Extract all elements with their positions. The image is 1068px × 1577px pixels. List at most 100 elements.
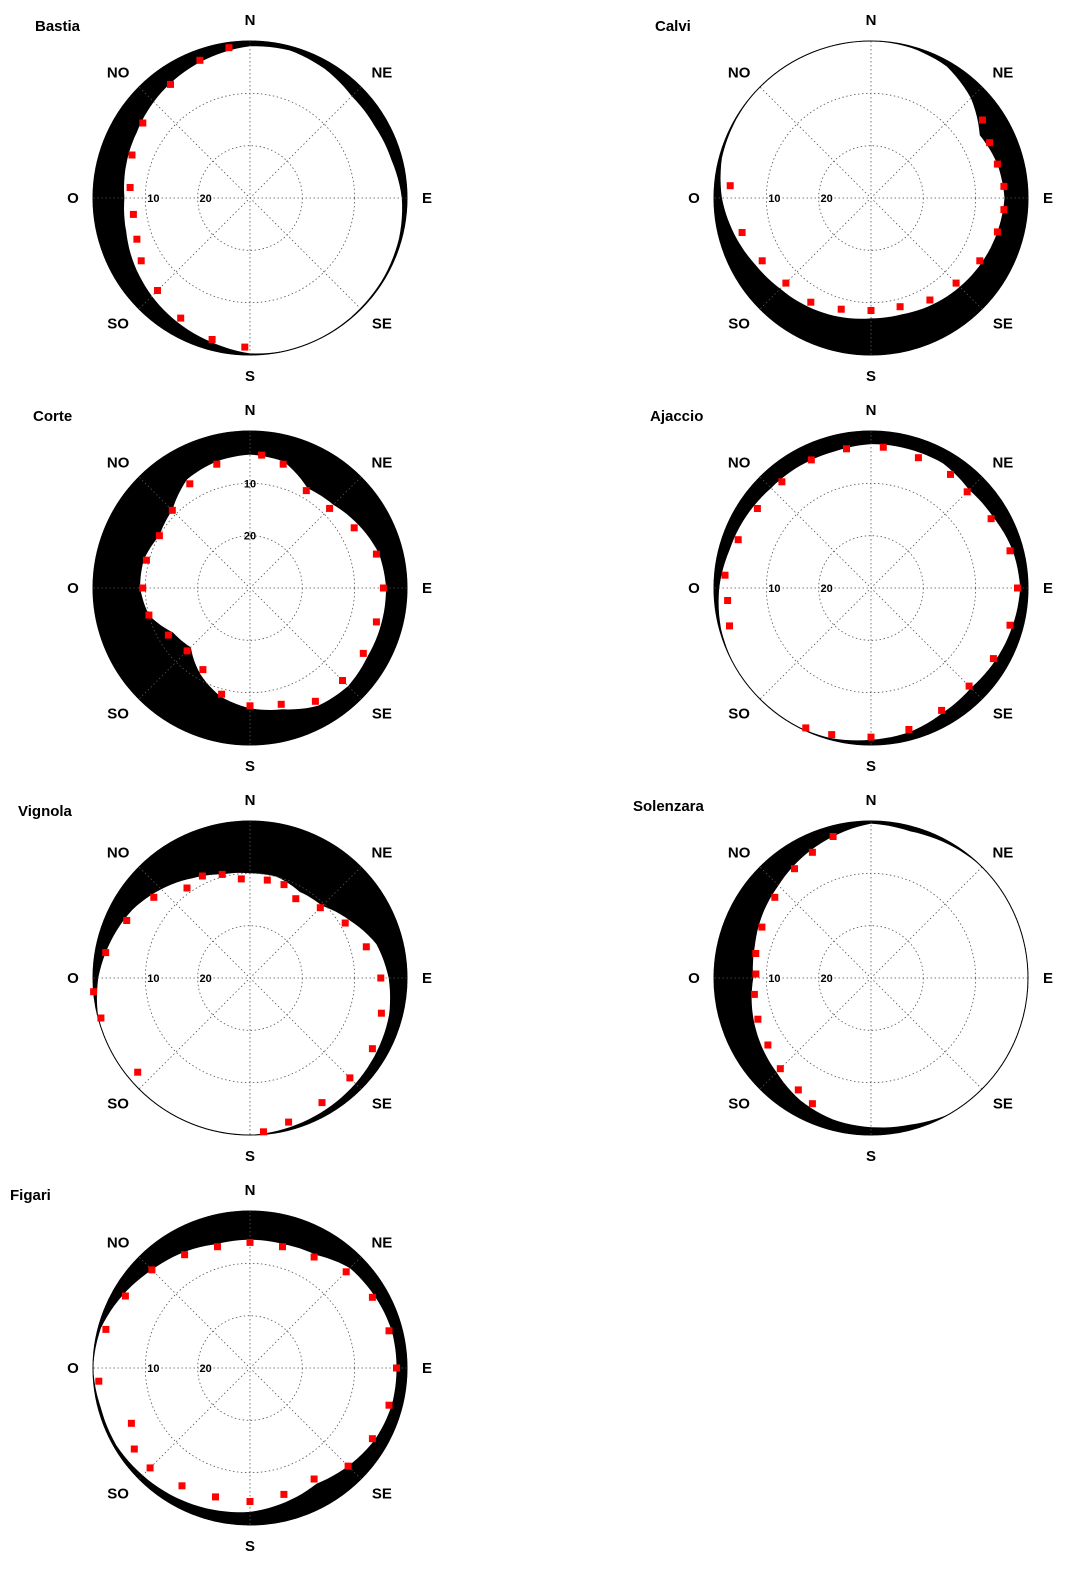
direction-label-n: N — [866, 12, 877, 29]
observed-point — [905, 726, 913, 733]
grid-spoke — [759, 476, 983, 700]
direction-label-e: E — [422, 580, 432, 597]
direction-label-o: O — [67, 580, 79, 597]
panel-title: Ajaccio — [650, 408, 703, 425]
observed-point — [993, 228, 1001, 236]
observed-point — [867, 307, 875, 314]
observed-point — [285, 1118, 293, 1126]
observed-point — [199, 666, 207, 674]
observed-point — [102, 949, 110, 957]
direction-label-e: E — [1043, 970, 1053, 987]
observed-point — [976, 257, 984, 265]
panel-title: Figari — [10, 1187, 51, 1204]
direction-label-ne: NE — [371, 64, 392, 81]
observed-point — [241, 343, 249, 351]
observed-point — [752, 950, 760, 957]
horizon-mask — [92, 821, 407, 1135]
observed-point — [127, 1419, 135, 1427]
observed-point — [753, 505, 761, 512]
direction-label-o: O — [688, 190, 700, 207]
panel-title: Bastia — [35, 18, 81, 35]
observed-point — [148, 1266, 156, 1274]
observed-point — [310, 1253, 318, 1261]
direction-label-s: S — [866, 1148, 876, 1165]
ring-label: 20 — [244, 531, 256, 543]
direction-label-o: O — [688, 580, 700, 597]
observed-point — [738, 229, 746, 236]
grid-spoke — [138, 86, 362, 310]
polar-chart-2: 10 20 N NE E SE S SO O NO Calvi — [655, 12, 1053, 385]
direction-label-e: E — [1043, 580, 1053, 597]
observed-point — [208, 336, 216, 343]
observed-point — [750, 990, 758, 998]
outer-circle — [92, 820, 408, 1136]
observed-point — [843, 445, 850, 453]
observed-point — [167, 80, 174, 88]
observed-point — [1006, 547, 1014, 555]
direction-label-n: N — [245, 1182, 256, 1199]
observed-point — [196, 56, 204, 64]
observed-point — [1014, 584, 1021, 592]
observed-point — [183, 884, 191, 892]
observed-point — [989, 655, 997, 663]
ring-label: 20 — [821, 973, 833, 985]
observed-point — [947, 470, 954, 478]
direction-label-so: SO — [107, 1096, 129, 1113]
ring-label: 10 — [768, 973, 780, 985]
observed-point — [754, 1015, 762, 1023]
direction-label-se: SE — [372, 1096, 392, 1113]
direction-label-n: N — [245, 402, 256, 419]
outer-circle — [713, 820, 1029, 1136]
direction-label-se: SE — [993, 1096, 1013, 1113]
observed-point — [168, 506, 176, 514]
observed-point — [778, 478, 786, 486]
observed-point — [926, 296, 934, 304]
observed-point — [318, 1099, 326, 1107]
observed-point — [102, 1325, 110, 1333]
outer-circle — [92, 430, 408, 746]
ring-label: 10 — [147, 1363, 159, 1375]
observed-point — [146, 1464, 154, 1472]
observed-point — [879, 443, 887, 451]
observed-point — [807, 298, 815, 306]
observed-point — [372, 618, 380, 626]
observed-point — [734, 536, 742, 544]
direction-label-se: SE — [993, 316, 1013, 333]
direction-label-s: S — [245, 368, 255, 385]
observed-point — [791, 865, 798, 873]
observed-point — [137, 257, 145, 265]
direction-label-e: E — [422, 190, 432, 207]
observed-point — [218, 690, 226, 698]
grid-spoke — [138, 1256, 362, 1480]
panel-title: Corte — [33, 408, 72, 425]
polar-chart-3: 10 20 N NE E SE S SO O NO Corte — [33, 402, 432, 775]
direction-label-so: SO — [728, 1096, 750, 1113]
ring-label: 20 — [821, 583, 833, 595]
direction-label-ne: NE — [992, 454, 1013, 471]
polar-chart-5: 10 20 N NE E SE S SO O NO Vignola — [18, 792, 432, 1165]
observed-point — [837, 305, 845, 313]
observed-point — [726, 622, 733, 630]
observed-point — [393, 1364, 400, 1372]
direction-label-se: SE — [372, 1486, 392, 1503]
grid-spoke — [138, 476, 362, 700]
direction-label-s: S — [245, 1148, 255, 1165]
observed-point — [385, 1401, 393, 1409]
observed-point — [225, 44, 233, 52]
panel-title: Vignola — [18, 803, 73, 820]
observed-point — [828, 731, 836, 739]
ring-label: 10 — [768, 193, 780, 205]
observed-point — [212, 1493, 219, 1501]
observed-point — [771, 893, 779, 901]
observed-point — [368, 1435, 376, 1443]
direction-label-ne: NE — [992, 844, 1013, 861]
observed-point — [914, 454, 922, 462]
ring-label: 20 — [821, 193, 833, 205]
ring-label: 20 — [200, 193, 212, 205]
direction-label-o: O — [688, 970, 700, 987]
observed-point — [316, 904, 324, 912]
observed-point — [724, 597, 732, 604]
direction-label-s: S — [245, 758, 255, 775]
observed-point — [986, 139, 994, 147]
observed-point — [246, 1238, 254, 1246]
